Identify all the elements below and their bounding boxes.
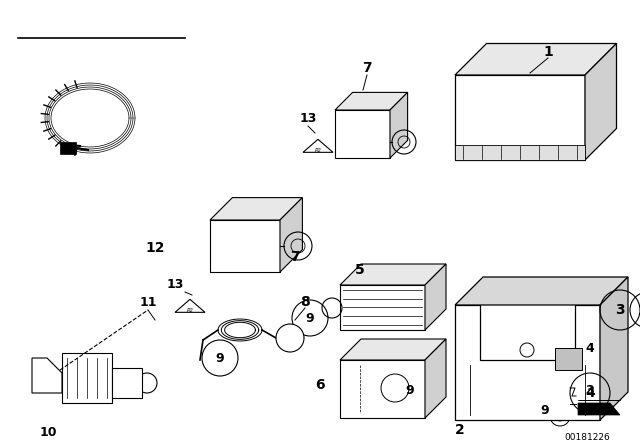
Polygon shape xyxy=(455,145,585,160)
Polygon shape xyxy=(112,368,142,398)
Polygon shape xyxy=(210,198,302,220)
Polygon shape xyxy=(280,198,302,272)
Polygon shape xyxy=(335,110,390,158)
Text: 3: 3 xyxy=(586,383,595,396)
Text: 9: 9 xyxy=(216,352,224,365)
Text: 10: 10 xyxy=(39,426,57,439)
Text: 4: 4 xyxy=(585,386,595,400)
Polygon shape xyxy=(340,264,446,285)
Text: 13: 13 xyxy=(300,112,317,125)
Text: 9: 9 xyxy=(306,311,314,324)
Polygon shape xyxy=(455,277,628,305)
Polygon shape xyxy=(340,360,425,418)
Polygon shape xyxy=(62,353,112,403)
Polygon shape xyxy=(303,139,333,152)
Text: 7: 7 xyxy=(362,61,372,75)
Polygon shape xyxy=(425,264,446,330)
Text: P2: P2 xyxy=(315,147,321,152)
Polygon shape xyxy=(425,339,446,418)
Text: 00181226: 00181226 xyxy=(564,433,610,442)
Text: 1: 1 xyxy=(543,45,553,59)
Text: 11: 11 xyxy=(140,296,157,309)
Text: 13: 13 xyxy=(166,279,184,292)
Text: 5: 5 xyxy=(355,263,365,277)
Polygon shape xyxy=(455,43,616,75)
Text: 12: 12 xyxy=(145,241,164,255)
Text: 7: 7 xyxy=(290,250,300,264)
Polygon shape xyxy=(390,92,408,158)
Polygon shape xyxy=(210,220,280,272)
Text: 9: 9 xyxy=(406,383,414,396)
Polygon shape xyxy=(578,403,620,415)
Polygon shape xyxy=(335,92,408,110)
Text: P2: P2 xyxy=(187,307,193,313)
Polygon shape xyxy=(600,277,628,420)
Polygon shape xyxy=(455,305,600,420)
Polygon shape xyxy=(340,339,446,360)
Text: 6: 6 xyxy=(315,378,325,392)
Polygon shape xyxy=(340,285,425,330)
Polygon shape xyxy=(32,358,62,393)
Polygon shape xyxy=(60,142,76,154)
Text: 4: 4 xyxy=(586,341,595,354)
Circle shape xyxy=(276,324,304,352)
Text: 2: 2 xyxy=(455,423,465,437)
Text: 8: 8 xyxy=(300,295,310,309)
Text: 3: 3 xyxy=(615,303,625,317)
Polygon shape xyxy=(455,75,585,160)
Polygon shape xyxy=(585,43,616,160)
Text: 9: 9 xyxy=(541,404,549,417)
Polygon shape xyxy=(175,299,205,312)
Polygon shape xyxy=(555,348,582,370)
